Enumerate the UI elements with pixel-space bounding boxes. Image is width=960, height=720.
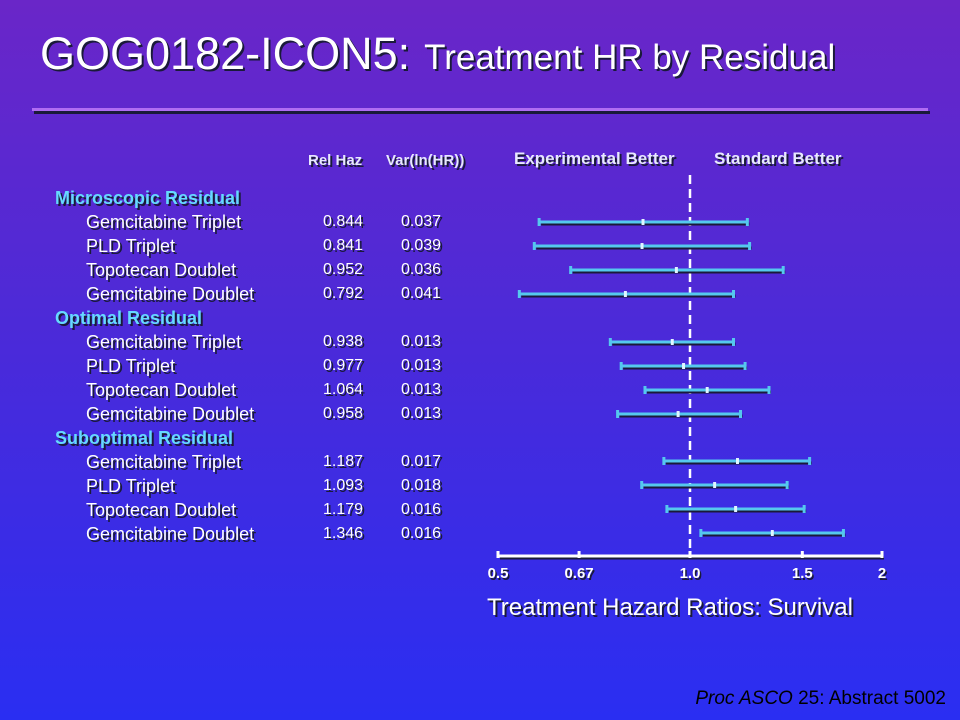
source-journal: Proc ASCO <box>695 688 793 709</box>
label-experimental-better: Experimental Better <box>514 149 675 168</box>
row-label: Gemcitabine Triplet <box>86 332 242 352</box>
x-axis-title: Treatment Hazard Ratios: Survival <box>487 594 853 621</box>
x-tick-label: 1.0 <box>680 565 701 582</box>
group-heading: Optimal Residual <box>55 308 203 328</box>
var-value: 0.013 <box>401 333 442 350</box>
group-heading: Suboptimal Residual <box>55 428 234 448</box>
rel-haz-value: 1.187 <box>323 453 364 470</box>
x-tick-label: 2 <box>878 565 886 582</box>
source-detail: 25: Abstract 5002 <box>792 688 946 709</box>
row-label: Gemcitabine Doublet <box>86 404 255 424</box>
x-tick-label: 0.5 <box>488 565 509 582</box>
var-value: 0.041 <box>401 285 442 302</box>
row-label: Gemcitabine Triplet <box>86 452 242 472</box>
rel-haz-value: 1.346 <box>323 525 364 542</box>
var-value: 0.013 <box>401 405 442 422</box>
title-divider <box>32 108 928 111</box>
var-value: 0.039 <box>401 237 442 254</box>
var-value: 0.036 <box>401 261 442 278</box>
row-label: Topotecan Doublet <box>86 380 237 400</box>
rel-haz-value: 0.841 <box>323 237 364 254</box>
title-sub: Treatment HR by Residual <box>424 38 836 77</box>
x-tick-label: 0.67 <box>564 565 593 582</box>
row-label: Topotecan Doublet <box>86 500 237 520</box>
var-value: 0.016 <box>401 525 442 542</box>
row-label: PLD Triplet <box>86 476 176 496</box>
source-citation: Proc ASCO 25: Abstract 5002 <box>695 688 946 710</box>
rel-haz-value: 0.792 <box>323 285 364 302</box>
col-header-rel-haz: Rel Haz <box>308 152 363 169</box>
rel-haz-value: 1.064 <box>323 381 364 398</box>
var-value: 0.018 <box>401 477 442 494</box>
row-label: Gemcitabine Triplet <box>86 212 242 232</box>
rel-haz-value: 1.093 <box>323 477 364 494</box>
row-label: PLD Triplet <box>86 356 176 376</box>
var-value: 0.037 <box>401 213 442 230</box>
label-standard-better: Standard Better <box>714 149 842 168</box>
row-label: PLD Triplet <box>86 236 176 256</box>
rel-haz-value: 0.938 <box>323 333 364 350</box>
rel-haz-value: 0.952 <box>323 261 364 278</box>
x-tick-label-shadow: 0.67 <box>566 567 595 584</box>
rel-haz-value: 0.977 <box>323 357 364 374</box>
var-value: 0.013 <box>401 381 442 398</box>
row-label: Topotecan Doublet <box>86 260 237 280</box>
var-value: 0.016 <box>401 501 442 518</box>
var-value: 0.013 <box>401 357 442 374</box>
page-title: GOG0182-ICON5: Treatment HR by Residual <box>40 28 835 80</box>
var-value: 0.017 <box>401 453 442 470</box>
col-header-var: Var(ln(HR)) <box>386 152 465 169</box>
x-tick-label-shadow: 1.5 <box>793 567 814 584</box>
rel-haz-value: 0.958 <box>323 405 364 422</box>
x-tick-label-shadow: 1.0 <box>681 567 702 584</box>
x-tick-label-shadow: 2 <box>879 567 887 584</box>
rel-haz-value: 1.179 <box>323 501 364 518</box>
rel-haz-value: 0.844 <box>323 213 364 230</box>
group-heading: Microscopic Residual <box>55 188 241 208</box>
row-label: Gemcitabine Doublet <box>86 524 255 544</box>
x-tick-label-shadow: 0.5 <box>489 567 510 584</box>
x-tick-label: 1.5 <box>792 565 813 582</box>
title-main: GOG0182-ICON5: <box>40 28 411 79</box>
row-label: Gemcitabine Doublet <box>86 284 255 304</box>
